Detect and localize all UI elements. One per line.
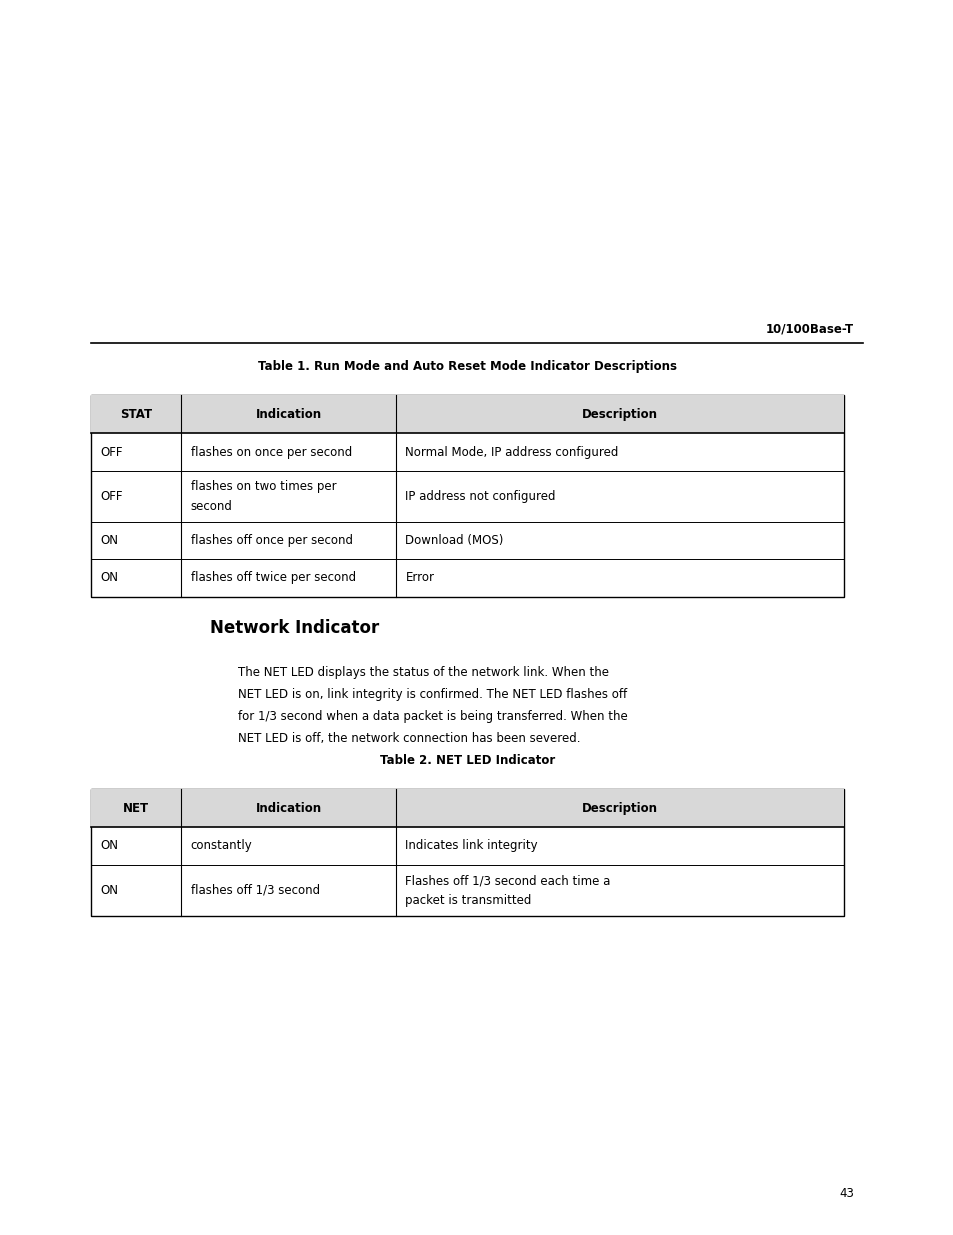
Text: Network Indicator: Network Indicator (210, 619, 378, 637)
Text: Indicates link integrity: Indicates link integrity (405, 840, 537, 852)
Text: Description: Description (581, 802, 658, 815)
Text: Normal Mode, IP address configured: Normal Mode, IP address configured (405, 446, 618, 458)
Text: Indication: Indication (255, 408, 321, 421)
Text: flashes off once per second: flashes off once per second (191, 535, 353, 547)
Text: Download (MOS): Download (MOS) (405, 535, 503, 547)
Text: for 1/3 second when a data packet is being transferred. When the: for 1/3 second when a data packet is bei… (238, 710, 628, 724)
Text: packet is transmitted: packet is transmitted (405, 894, 531, 906)
Text: OFF: OFF (100, 446, 123, 458)
Text: flashes off 1/3 second: flashes off 1/3 second (191, 884, 319, 897)
Text: STAT: STAT (120, 408, 152, 421)
FancyBboxPatch shape (91, 789, 843, 916)
Text: ON: ON (100, 535, 118, 547)
Text: NET: NET (123, 802, 149, 815)
Text: Indication: Indication (255, 802, 321, 815)
Text: Flashes off 1/3 second each time a: Flashes off 1/3 second each time a (405, 874, 610, 887)
FancyBboxPatch shape (91, 395, 843, 433)
Text: IP address not configured: IP address not configured (405, 490, 556, 503)
Text: 10/100Base-T: 10/100Base-T (765, 322, 853, 336)
Text: flashes off twice per second: flashes off twice per second (191, 572, 355, 584)
Text: second: second (191, 500, 233, 513)
Text: OFF: OFF (100, 490, 123, 503)
FancyBboxPatch shape (91, 395, 843, 597)
Text: ON: ON (100, 572, 118, 584)
Text: flashes on once per second: flashes on once per second (191, 446, 352, 458)
Text: constantly: constantly (191, 840, 253, 852)
Text: 43: 43 (838, 1187, 853, 1200)
Text: ON: ON (100, 840, 118, 852)
FancyBboxPatch shape (91, 789, 843, 827)
Text: Table 1. Run Mode and Auto Reset Mode Indicator Descriptions: Table 1. Run Mode and Auto Reset Mode In… (257, 359, 677, 373)
Text: Table 2. NET LED Indicator: Table 2. NET LED Indicator (379, 753, 555, 767)
Text: Description: Description (581, 408, 658, 421)
Text: ON: ON (100, 884, 118, 897)
Text: Error: Error (405, 572, 434, 584)
Text: The NET LED displays the status of the network link. When the: The NET LED displays the status of the n… (238, 666, 609, 679)
Text: NET LED is off, the network connection has been severed.: NET LED is off, the network connection h… (238, 732, 580, 746)
Text: flashes on two times per: flashes on two times per (191, 480, 336, 493)
Text: NET LED is on, link integrity is confirmed. The NET LED flashes off: NET LED is on, link integrity is confirm… (238, 688, 627, 701)
